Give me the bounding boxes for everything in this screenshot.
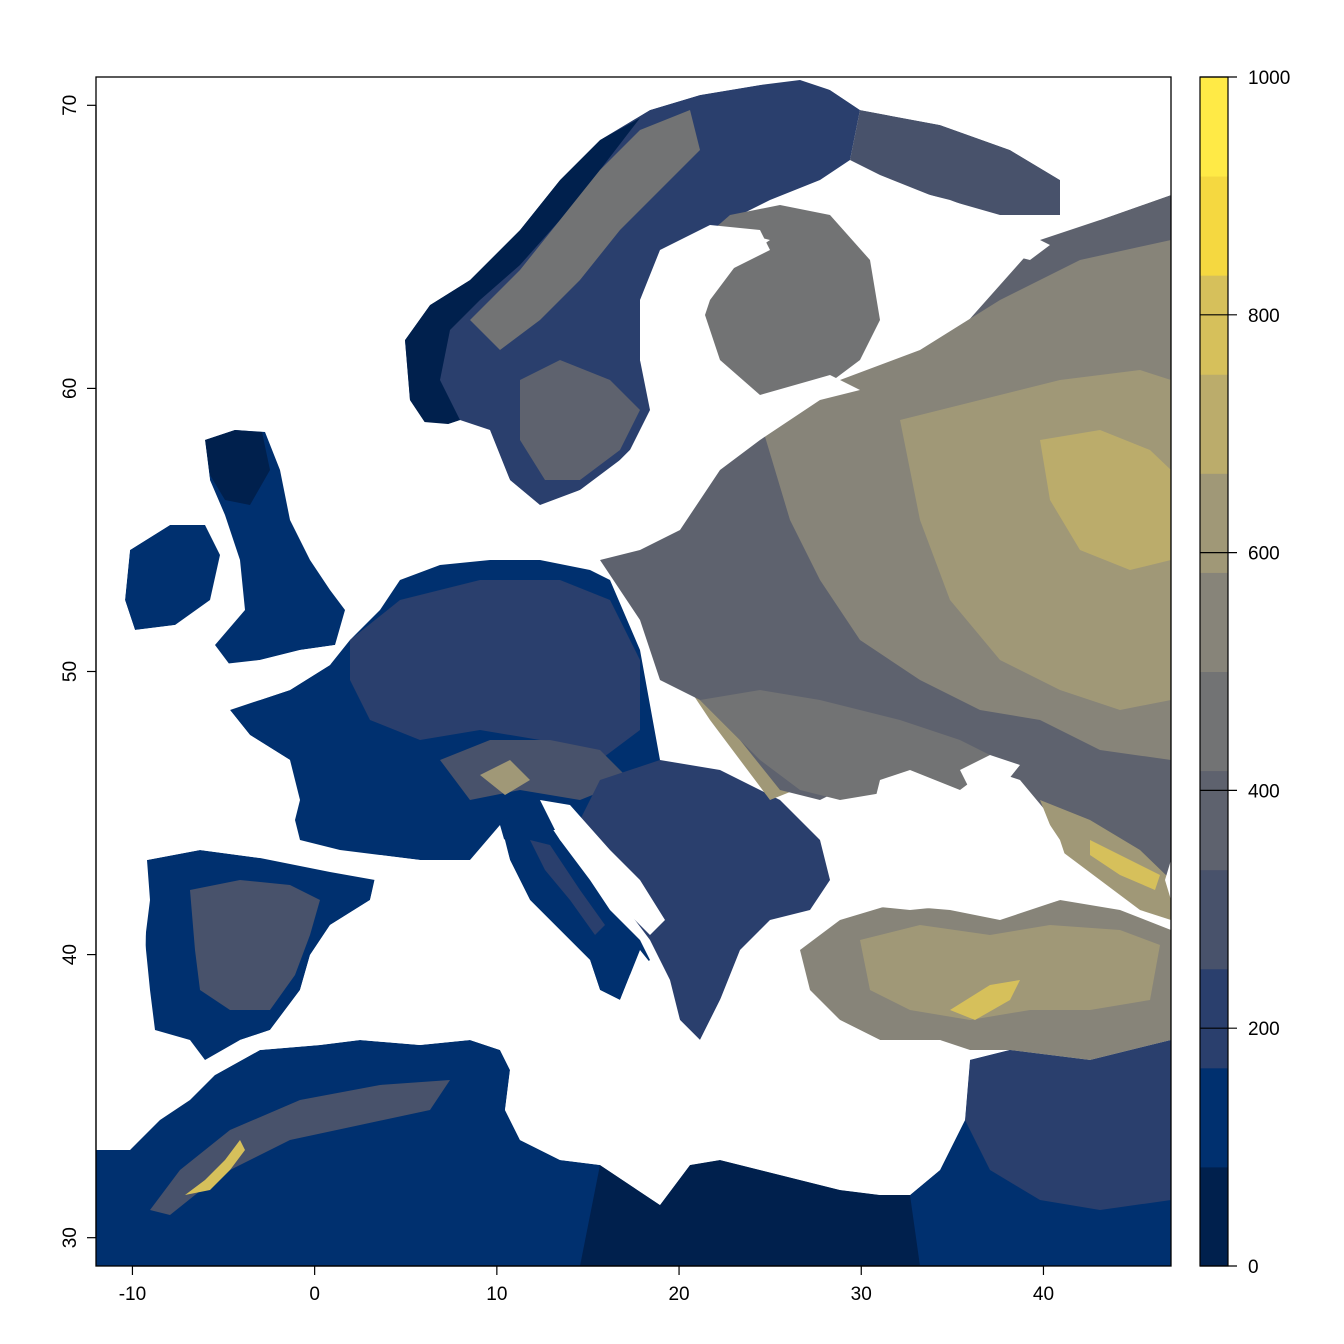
x-tick-label: -10 <box>119 1284 146 1305</box>
italy-apennines <box>530 840 605 935</box>
atlas-peaks <box>185 1140 245 1195</box>
y-tick-label: 70 <box>60 95 81 116</box>
bothnia-gulf <box>640 235 770 380</box>
raster-map <box>96 77 1171 1266</box>
y-tick-label: 50 <box>60 661 81 682</box>
levant-mid <box>965 1040 1171 1210</box>
legend-swatch <box>1200 968 1228 1069</box>
legend-tick-label: 200 <box>1248 1019 1280 1040</box>
legend-swatch <box>1200 275 1228 375</box>
atlantic-west <box>96 77 800 1150</box>
x-tick-label: 20 <box>668 1284 689 1305</box>
ireland <box>125 525 220 630</box>
legend-swatch <box>1200 77 1228 177</box>
volga-upland <box>1040 430 1171 570</box>
taurus-peaks <box>950 980 1020 1020</box>
legend-swatch <box>1200 869 1228 970</box>
alps-peaks <box>480 760 530 795</box>
black-sea <box>830 770 1070 915</box>
legend-tick-label: 0 <box>1248 1257 1259 1278</box>
legend-swatch <box>1200 176 1228 276</box>
mediterranean-sea <box>215 825 970 1205</box>
caspian-edge <box>1165 860 1171 900</box>
iberia-meseta <box>190 880 320 1010</box>
anatolia-plateau <box>860 925 1160 1020</box>
legend-swatch <box>1200 374 1228 474</box>
legend-tick-label: 800 <box>1248 306 1280 327</box>
legend-tick-label: 1000 <box>1248 68 1290 89</box>
legend-swatch <box>1200 572 1228 672</box>
alps <box>440 740 630 800</box>
arctic-north <box>800 77 1171 220</box>
legend-swatch <box>1200 473 1228 573</box>
y-tick-label: 30 <box>60 1227 81 1248</box>
scandinavia <box>405 80 860 505</box>
balkans <box>580 760 830 1040</box>
legend-tick-label: 600 <box>1248 544 1280 565</box>
north-sea <box>310 420 510 600</box>
kola-north <box>850 110 1060 215</box>
norway-coast <box>405 118 640 430</box>
africa-darkest <box>580 1160 920 1266</box>
x-tick-label: 0 <box>309 1284 320 1305</box>
legend-swatch <box>1200 1166 1228 1267</box>
legend-swatch <box>1200 770 1228 871</box>
atlas-mountains <box>150 1080 450 1215</box>
sweden-south <box>520 360 640 480</box>
ukraine-steppe <box>700 690 1000 800</box>
white-sea <box>910 190 1050 260</box>
baltic-sea <box>540 225 860 560</box>
x-axis: -10 0 10 20 30 40 <box>119 1265 1054 1305</box>
y-tick-label: 60 <box>60 378 81 399</box>
legend-swatch <box>1200 671 1228 772</box>
scotland-highlands <box>205 430 270 505</box>
x-tick-label: 10 <box>486 1284 507 1305</box>
azov-crimea-gap <box>960 755 1020 790</box>
y-tick-label: 40 <box>60 944 81 965</box>
x-tick-label: 30 <box>851 1284 872 1305</box>
english-channel <box>215 640 345 705</box>
legend-swatch <box>1200 1067 1228 1168</box>
legend-tick-label: 400 <box>1248 781 1280 802</box>
y-axis: 30 40 50 60 70 <box>60 95 97 1248</box>
x-tick-label: 40 <box>1033 1284 1054 1305</box>
adriatic-sea <box>540 800 665 935</box>
central-europe-upland <box>350 580 640 760</box>
color-legend: 0 200 400 600 800 1000 <box>1199 68 1290 1278</box>
scandinavian-mountains <box>470 110 700 350</box>
caucasus-peaks <box>1090 840 1160 890</box>
